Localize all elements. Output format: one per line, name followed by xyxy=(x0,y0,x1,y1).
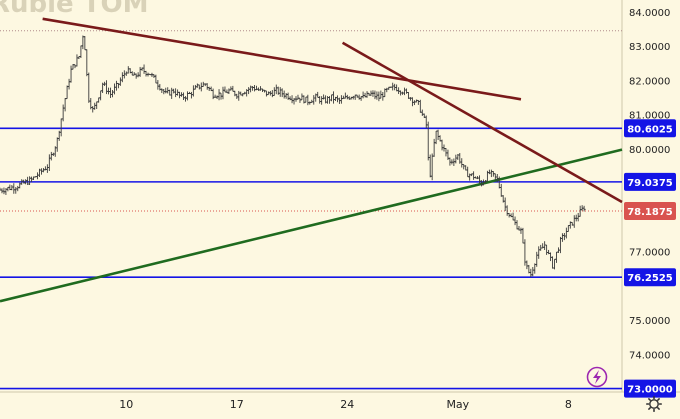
price-axis-ticks: 84.0000 83.0000 82.0000 81.0000 80.0000 77.00… xyxy=(629,8,670,361)
price-badges: 80.6025 79.0375 76.2525 73.0000 78.1875 xyxy=(624,119,676,398)
time-axis-label: 17 xyxy=(230,398,244,411)
price-axis-label: 82.0000 xyxy=(629,76,670,87)
price-axis-label: 80.0000 xyxy=(629,145,670,156)
level-76-2525-badge xyxy=(624,268,676,287)
price-axis-label: 84.0000 xyxy=(629,8,670,19)
level-73-0000-badge xyxy=(624,379,676,398)
price-axis-label: 74.0000 xyxy=(629,350,670,361)
time-axis-ticks: 10 17 24 May 8 xyxy=(119,398,572,411)
level-80-6025-badge-label: 80.6025 xyxy=(627,124,673,135)
upper-resistance-trendline[interactable] xyxy=(42,17,522,101)
time-axis-label: 10 xyxy=(119,398,133,411)
level-79-0375-badge xyxy=(624,172,676,191)
time-axis-label: May xyxy=(446,398,469,411)
chart-title: Rublе TOM xyxy=(0,0,148,19)
price-axis-label: 77.0000 xyxy=(629,248,670,259)
settings-button[interactable] xyxy=(646,396,662,412)
steep-resistance-trendline[interactable] xyxy=(341,41,623,204)
horizontal-levels xyxy=(0,127,622,390)
price-series xyxy=(0,35,586,278)
lightning-icon[interactable] xyxy=(593,370,601,384)
gear-icon[interactable] xyxy=(649,399,659,409)
time-axis-label: 8 xyxy=(565,398,572,411)
level-80-6025-badge xyxy=(624,119,676,138)
green-support-trendline[interactable] xyxy=(0,148,623,303)
level-76-2525-badge-label: 76.2525 xyxy=(627,273,673,284)
price-axis-label: 81.0000 xyxy=(629,111,670,122)
price-axis-label: 83.0000 xyxy=(629,42,670,53)
level-79-0375-badge-label: 79.0375 xyxy=(627,178,673,189)
level-73-0000-badge-label: 73.0000 xyxy=(627,385,673,396)
current-price-badge xyxy=(624,201,676,220)
time-axis-panel xyxy=(0,392,622,419)
price-axis-label: 75.0000 xyxy=(629,316,670,327)
time-axis-label: 24 xyxy=(340,398,354,411)
replay-button[interactable] xyxy=(586,366,608,388)
trendlines xyxy=(0,17,623,303)
current-price-badge-label: 78.1875 xyxy=(627,207,673,218)
